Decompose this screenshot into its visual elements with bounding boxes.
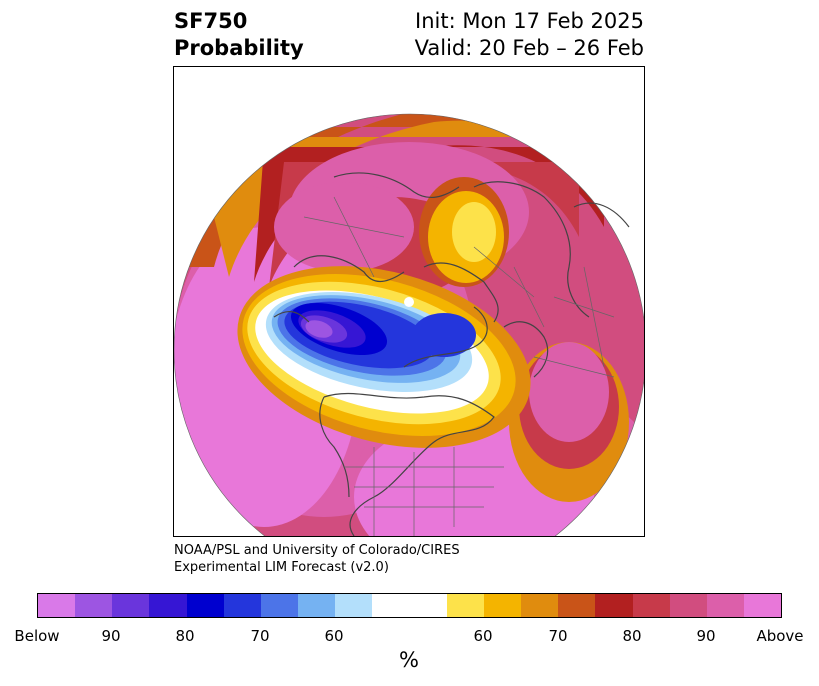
colorbar-tick-label: Below [14,627,60,645]
colorbar-tick-label: 60 [473,627,493,645]
colorbar-swatch [669,594,707,617]
colorbar-swatch [483,594,522,617]
colorbar-swatch [409,594,447,617]
valid-range: Valid: 20 Feb – 26 Feb [414,36,644,60]
colorbar-tick-label: 60 [324,627,344,645]
colorbar-swatch [632,594,670,617]
colorbar-swatch [112,594,150,617]
colorbar-swatch [223,594,261,617]
colorbar-swatch [298,594,336,617]
colorbar-tick-label: 70 [548,627,568,645]
colorbar-swatch [446,594,484,617]
data-credit: NOAA/PSL and University of Colorado/CIRE… [174,542,460,576]
credit-line-1: NOAA/PSL and University of Colorado/CIRE… [174,543,460,558]
colorbar [37,593,782,618]
colorbar-swatch [75,594,113,617]
probability-map [174,113,644,536]
colorbar-swatch [260,594,299,617]
title-variable-type: Probability [174,36,304,60]
colorbar-unit-label: % [399,648,419,672]
colorbar-swatch [521,594,559,617]
colorbar-swatch [372,594,410,617]
colorbar-tick-label: 80 [175,627,195,645]
colorbar-swatch [558,594,596,617]
title-dates: Init: Mon 17 Feb 2025 Valid: 20 Feb – 26… [415,8,644,62]
colorbar-swatch [38,594,76,617]
credit-line-2: Experimental LIM Forecast (v2.0) [174,560,389,575]
colorbar-swatch [335,594,373,617]
map-panel [173,66,645,537]
init-date: Init: Mon 17 Feb 2025 [415,9,644,33]
colorbar-swatch [743,594,782,617]
title-variable: SF750 Probability [174,8,304,62]
colorbar-swatch [149,594,187,617]
country-borders [303,196,615,536]
colorbar-tick-label: Above [756,627,804,645]
globe-edge [174,113,644,536]
title-variable-name: SF750 [174,9,248,33]
colorbar-swatch [706,594,744,617]
colorbar-tick-label: 80 [622,627,642,645]
colorbar-tick-label: 70 [250,627,270,645]
colorbar-tick-label: 90 [696,627,716,645]
colorbar-tick-label: 90 [101,627,121,645]
colorbar-swatch [595,594,633,617]
colorbar-swatch [186,594,224,617]
